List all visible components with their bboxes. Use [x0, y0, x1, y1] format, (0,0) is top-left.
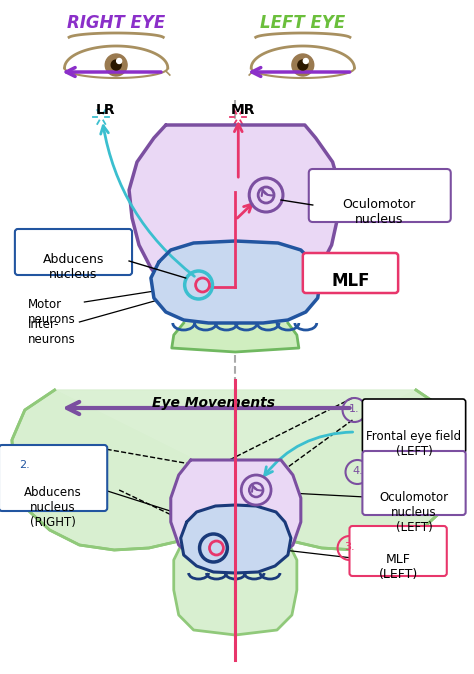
- Text: Abducens
nucleus: Abducens nucleus: [43, 253, 104, 281]
- Text: RIGHT EYE: RIGHT EYE: [67, 14, 165, 32]
- FancyBboxPatch shape: [363, 451, 465, 515]
- Circle shape: [298, 60, 308, 70]
- Circle shape: [303, 59, 308, 63]
- Text: LEFT EYE: LEFT EYE: [260, 14, 346, 32]
- FancyBboxPatch shape: [15, 229, 132, 275]
- Text: 4.: 4.: [352, 466, 363, 476]
- Polygon shape: [171, 460, 301, 568]
- Text: Oculomotor
nucleus
(LEFT): Oculomotor nucleus (LEFT): [380, 491, 448, 534]
- Circle shape: [292, 54, 314, 76]
- FancyBboxPatch shape: [349, 526, 447, 576]
- Circle shape: [111, 60, 121, 70]
- Text: MR: MR: [230, 103, 255, 117]
- Polygon shape: [12, 390, 235, 550]
- Polygon shape: [174, 540, 297, 635]
- Text: Abducens
nucleus
(RIGHT): Abducens nucleus (RIGHT): [24, 486, 82, 529]
- Polygon shape: [12, 390, 459, 550]
- Text: Inter-
neurons: Inter- neurons: [28, 318, 75, 346]
- Text: 3.: 3.: [344, 542, 355, 552]
- Polygon shape: [172, 323, 299, 352]
- FancyBboxPatch shape: [0, 445, 107, 511]
- Text: LR: LR: [95, 103, 115, 117]
- Text: 2.: 2.: [19, 460, 30, 470]
- Text: Motor
neurons: Motor neurons: [28, 298, 75, 326]
- Text: MLF
(LEFT): MLF (LEFT): [379, 553, 418, 581]
- Polygon shape: [235, 390, 459, 550]
- Text: MLF: MLF: [331, 272, 370, 290]
- FancyBboxPatch shape: [309, 169, 451, 222]
- Text: Eye Movements: Eye Movements: [152, 396, 275, 410]
- Polygon shape: [129, 125, 340, 308]
- FancyBboxPatch shape: [303, 253, 398, 293]
- FancyBboxPatch shape: [363, 399, 465, 453]
- Circle shape: [117, 59, 122, 63]
- Text: Frontal eye field
(LEFT): Frontal eye field (LEFT): [366, 430, 462, 458]
- Polygon shape: [151, 241, 321, 323]
- Polygon shape: [181, 505, 291, 573]
- Text: Oculomotor
nucleus: Oculomotor nucleus: [343, 198, 416, 226]
- Text: 1.: 1.: [349, 404, 360, 414]
- Circle shape: [105, 54, 127, 76]
